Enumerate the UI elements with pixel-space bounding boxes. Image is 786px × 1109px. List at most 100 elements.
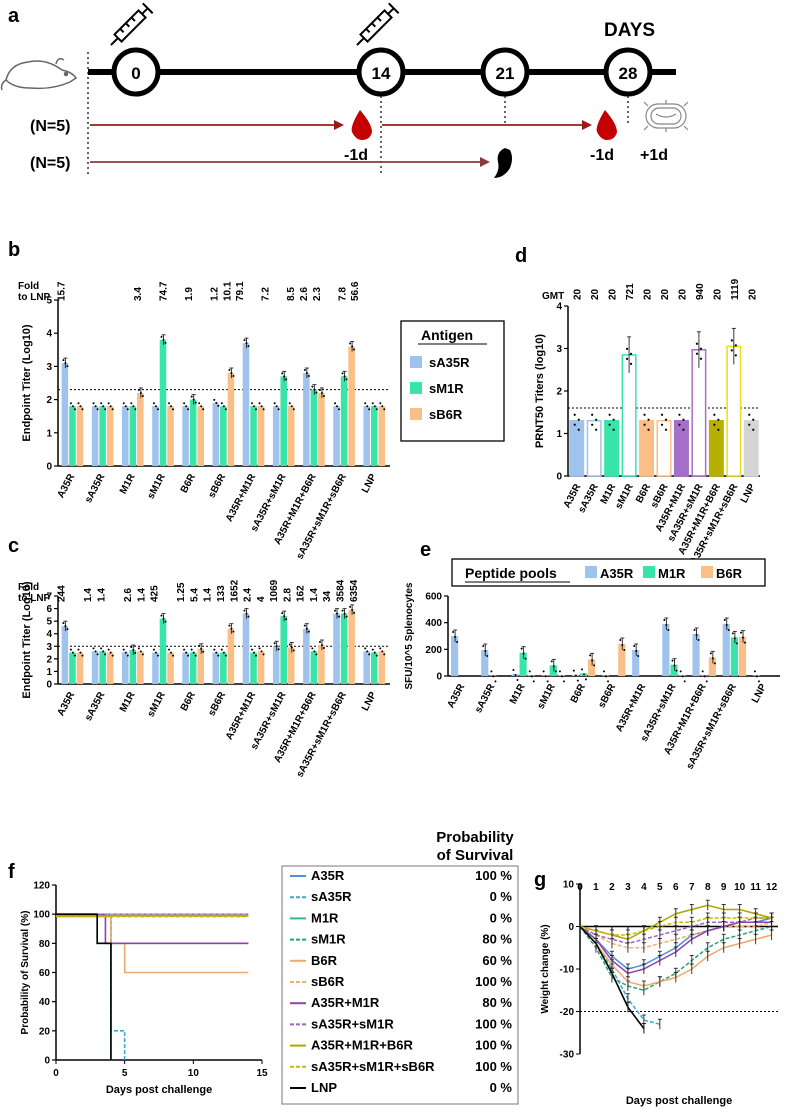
x-tick-label: 8	[705, 882, 711, 893]
chart-e: 0 200 400 600 A35R sA35R M1R sM1R B6R sB6RA35R+M1…	[404, 582, 780, 771]
data-point	[102, 405, 105, 408]
legend-swatch	[585, 566, 597, 578]
x-tick-label: A35R	[56, 472, 78, 500]
data-point	[100, 647, 103, 650]
panel-label-d: d	[515, 245, 527, 267]
y-tick-label: 4	[46, 329, 52, 340]
legend-swatch	[410, 356, 422, 368]
fold-value: 1.4	[309, 588, 320, 602]
y-tick-label: 4	[46, 629, 52, 640]
bar	[69, 406, 76, 466]
data-point	[170, 405, 173, 408]
data-point	[375, 654, 378, 657]
data-point	[383, 408, 386, 411]
data-point	[730, 339, 733, 342]
x-tick-label: 2	[609, 882, 615, 893]
data-point	[349, 605, 352, 608]
data-point	[222, 651, 225, 654]
bar	[189, 652, 197, 684]
svg-text:0: 0	[131, 64, 140, 83]
bar	[363, 406, 370, 466]
data-point	[292, 408, 295, 411]
data-point	[262, 653, 265, 656]
bar	[519, 652, 527, 676]
data-point	[678, 413, 681, 416]
data-point	[222, 405, 225, 408]
bar	[370, 652, 378, 684]
data-point	[381, 650, 384, 653]
data-point	[528, 670, 531, 673]
x-tick-label: 5	[122, 1068, 128, 1079]
fold-value: 56.6	[350, 281, 361, 301]
y-tick-label: -30	[560, 1050, 575, 1061]
data-point	[81, 408, 84, 411]
data-point	[164, 620, 167, 623]
data-point	[281, 372, 284, 375]
svg-text:14: 14	[372, 64, 391, 83]
data-point	[96, 408, 99, 411]
data-point	[733, 637, 736, 640]
data-point	[727, 629, 730, 631]
data-point	[482, 645, 485, 647]
data-point	[243, 609, 246, 612]
fold-value: 425	[150, 585, 161, 602]
data-point	[734, 344, 737, 347]
y-tick-label: 5	[46, 617, 52, 628]
bar	[738, 636, 747, 676]
data-point	[619, 639, 622, 641]
survival-curve	[56, 915, 249, 945]
bar	[99, 651, 106, 684]
bar	[691, 349, 707, 477]
data-point	[486, 655, 489, 657]
data-point	[675, 669, 678, 672]
data-point	[154, 405, 157, 408]
bar	[303, 373, 310, 466]
gmt-value: 20	[660, 288, 671, 300]
data-point	[62, 622, 65, 625]
x-tick-label: A35R+M1R	[614, 682, 649, 734]
x-tick-label: sB6R	[206, 472, 228, 500]
data-point	[591, 423, 594, 426]
fold-value: 7.8	[337, 287, 348, 301]
data-point	[81, 654, 84, 657]
bar	[340, 613, 348, 684]
y-tick-label: 600	[425, 592, 442, 603]
data-point	[744, 641, 747, 644]
fold-value: 34	[322, 590, 333, 602]
data-point	[755, 675, 758, 678]
data-point	[731, 632, 734, 635]
x-tick-label: M1R	[508, 682, 528, 706]
x-tick-label: A35R+M1R	[224, 472, 259, 524]
y-tick-label: 0	[556, 472, 562, 483]
bar	[242, 613, 250, 684]
gmt-value: 721	[625, 283, 636, 300]
data-point	[582, 673, 585, 676]
data-point	[62, 359, 65, 362]
data-point	[490, 670, 493, 673]
data-point	[170, 651, 173, 654]
survival-title-line2: of Survival	[437, 847, 514, 864]
bar	[348, 609, 355, 684]
x-tick-label: sM1R	[613, 482, 636, 511]
fold-value: 10.1	[222, 281, 233, 301]
data-point	[318, 388, 321, 391]
data-point	[253, 651, 256, 654]
data-point	[104, 653, 107, 656]
fold-value: 1.4	[83, 588, 94, 602]
data-point	[318, 641, 321, 644]
legend-f-item: LNP	[311, 1080, 337, 1095]
data-point	[673, 664, 676, 667]
data-point	[92, 402, 95, 405]
data-point	[232, 630, 235, 633]
data-point	[92, 647, 95, 650]
bar	[318, 392, 325, 466]
fold-value: 8.5	[286, 287, 297, 301]
data-point	[635, 650, 638, 652]
bar	[76, 406, 84, 466]
legend-f-item: sA35R	[311, 889, 352, 904]
y-tick-label: 5	[46, 296, 52, 307]
data-point	[558, 670, 561, 673]
legend-f-item: A35R	[311, 868, 345, 883]
